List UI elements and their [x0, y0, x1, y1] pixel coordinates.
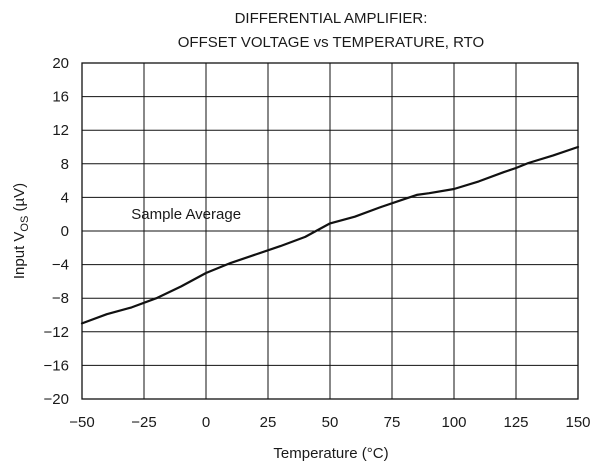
plot-border: [81, 62, 579, 400]
x-axis-label: Temperature (°C): [273, 445, 388, 462]
series-group: [80, 145, 580, 325]
y-tick-label: 12: [52, 122, 69, 139]
y-tick-label: 4: [61, 189, 69, 206]
y-tick-label: −16: [44, 357, 69, 374]
x-tick-label: −50: [69, 414, 94, 431]
y-axis-label: Input VOS (µV): [11, 183, 31, 279]
x-tick-label: 25: [260, 414, 277, 431]
y-tick-label: 20: [52, 55, 69, 72]
grid: [82, 63, 578, 399]
x-tick-label: 75: [384, 414, 401, 431]
x-tick-label: 150: [565, 414, 590, 431]
x-tick-label: −25: [131, 414, 156, 431]
y-tick-label: −12: [44, 324, 69, 341]
x-tick-label: 50: [322, 414, 339, 431]
y-tick-label: −8: [52, 290, 69, 307]
y-tick-label: 8: [61, 156, 69, 173]
x-tick-label: 100: [441, 414, 466, 431]
chart-title-line2: OFFSET VOLTAGE vs TEMPERATURE, RTO: [178, 34, 484, 51]
x-tick-label: 125: [503, 414, 528, 431]
y-axis-label-prefix: Input V: [11, 232, 28, 280]
series-line-0: [80, 145, 580, 325]
x-tick-labels: −50 −25 0 25 50 75 100 125 150: [69, 414, 590, 431]
y-axis-label-subscript: OS: [19, 216, 31, 232]
y-tick-label: 16: [52, 89, 69, 106]
annotation-sample-average: Sample Average: [131, 206, 241, 223]
x-tick-label: 0: [202, 414, 210, 431]
y-tick-label: −4: [52, 257, 69, 274]
chart-title-line1: DIFFERENTIAL AMPLIFIER:: [235, 10, 428, 27]
y-tick-label: 0: [61, 223, 69, 240]
y-tick-label: −20: [44, 391, 69, 408]
y-tick-labels: 20 16 12 8 4 0 −4 −8 −12 −16 −20: [44, 55, 69, 408]
y-axis-label-suffix: (µV): [11, 183, 28, 216]
plot-frame: [81, 62, 579, 400]
